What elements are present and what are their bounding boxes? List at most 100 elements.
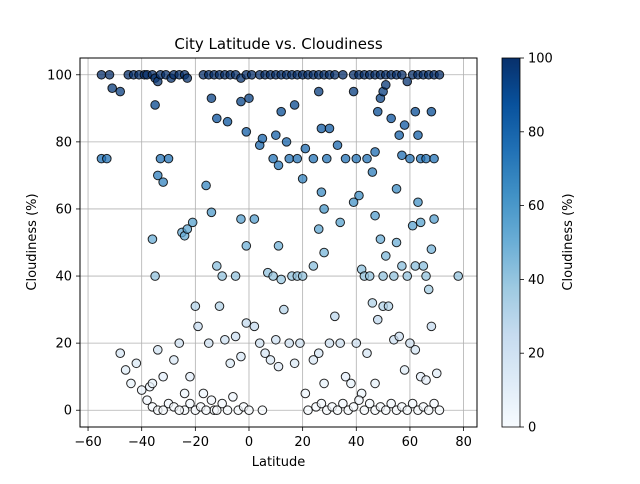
data-point: [273, 241, 284, 251]
data-point: [115, 86, 126, 97]
data-point: [410, 345, 421, 355]
data-point: [158, 177, 168, 187]
data-point: [370, 147, 380, 157]
data-point: [308, 153, 319, 164]
data-point: [367, 167, 378, 177]
data-point: [284, 338, 295, 348]
data-point: [386, 398, 396, 409]
data-point: [394, 130, 405, 140]
data-point: [241, 241, 252, 251]
data-point: [330, 69, 340, 80]
data-point: [120, 365, 131, 375]
data-point: [316, 123, 327, 134]
data-point: [383, 301, 394, 312]
data-point: [193, 321, 203, 332]
data-point: [413, 197, 423, 208]
data-point: [348, 197, 359, 208]
y-tick-label: 0: [64, 404, 72, 419]
data-point: [265, 355, 276, 365]
data-point: [220, 334, 230, 345]
data-point: [206, 93, 217, 104]
data-point: [316, 187, 327, 197]
y-tick-label: 100: [47, 68, 72, 83]
data-point: [386, 113, 396, 124]
data-point: [222, 405, 233, 416]
colorbar-tick-label: 40: [528, 273, 545, 288]
colorbar-frame: [501, 57, 521, 428]
data-point: [362, 348, 372, 359]
data-point: [289, 358, 300, 369]
colorbar-tick-label: 0: [528, 421, 536, 436]
data-points: [96, 69, 464, 416]
y-tick-label: 20: [55, 337, 72, 352]
colorbar-label: Cloudiness (%): [561, 193, 576, 290]
data-point: [217, 271, 227, 281]
data-point: [429, 153, 439, 164]
data-point: [236, 214, 246, 224]
data-point: [410, 106, 421, 117]
data-point: [244, 405, 254, 416]
data-point: [300, 388, 311, 399]
data-point: [421, 153, 431, 164]
data-point: [273, 361, 284, 372]
data-point: [169, 355, 179, 365]
data-point: [380, 80, 391, 90]
data-point: [372, 106, 383, 117]
data-point: [426, 106, 437, 117]
data-point: [324, 338, 335, 348]
data-point: [402, 271, 413, 281]
data-point: [185, 398, 195, 409]
data-point: [340, 371, 351, 382]
data-point: [313, 224, 324, 234]
data-point: [426, 244, 437, 255]
data-point: [397, 150, 407, 161]
data-point: [297, 271, 308, 281]
data-point: [431, 368, 442, 379]
data-point: [321, 153, 332, 164]
data-point: [421, 375, 431, 385]
data-point: [423, 405, 434, 416]
data-point: [335, 338, 345, 348]
data-point: [405, 153, 415, 164]
data-point: [375, 234, 386, 244]
data-point: [279, 304, 289, 315]
data-point: [225, 358, 236, 369]
x-tick-label: 80: [455, 435, 472, 450]
data-point: [257, 405, 268, 416]
data-point: [354, 190, 364, 201]
colorbar-gradient: [502, 58, 520, 427]
data-point: [241, 318, 252, 328]
colorbar-tick-label: 80: [528, 125, 545, 140]
y-tick-label: 60: [55, 202, 72, 217]
data-point: [421, 271, 431, 281]
data-point: [319, 204, 329, 214]
data-point: [434, 405, 445, 416]
data-point: [308, 355, 319, 365]
data-point: [158, 405, 168, 416]
data-point: [340, 153, 351, 164]
data-point: [271, 334, 281, 345]
y-axis: 0 20 40 60 80 100: [47, 68, 80, 419]
x-tick-label: −40: [128, 435, 155, 450]
data-point: [276, 106, 286, 117]
data-point: [429, 214, 439, 224]
data-point: [147, 378, 158, 389]
data-point: [179, 388, 190, 399]
plot-frame: [79, 57, 478, 428]
data-point: [378, 271, 388, 281]
data-point: [284, 153, 295, 164]
y-tick-label: 40: [55, 270, 72, 285]
data-point: [174, 405, 185, 416]
data-point: [246, 69, 257, 80]
data-point: [410, 261, 421, 271]
data-point: [198, 388, 209, 399]
x-tick-label: −60: [74, 435, 101, 450]
data-point: [268, 271, 278, 281]
data-point: [319, 247, 329, 258]
data-point: [257, 133, 268, 144]
data-point: [402, 405, 413, 416]
data-point: [397, 69, 407, 80]
data-point: [96, 69, 107, 80]
data-point: [107, 83, 117, 93]
data-point: [313, 348, 324, 359]
